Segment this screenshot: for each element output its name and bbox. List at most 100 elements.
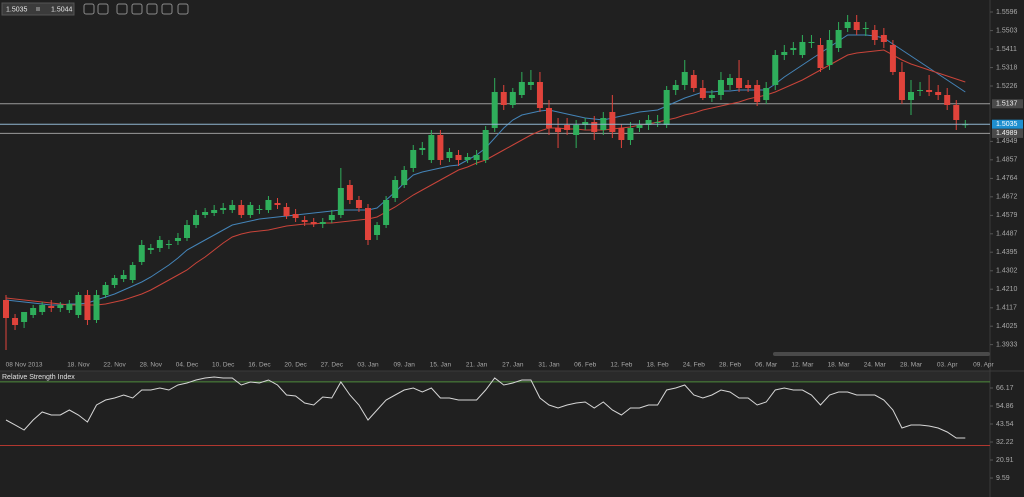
x-tick-label: 20. Dec [284,362,307,369]
candle-body [690,75,697,88]
y-tick-label: 1.5226 [996,83,1018,90]
candle-body [564,125,571,130]
candle-body [898,72,905,100]
draw-button[interactable] [177,3,189,15]
indicator-line [5,376,966,439]
candle-body [573,125,580,135]
y-tick-label: 1.4764 [996,175,1018,182]
candle-body [663,90,670,125]
scrollbar[interactable] [773,352,990,356]
x-tick-label: 09. Apr [973,362,994,369]
templates-button[interactable] [161,3,173,15]
x-tick-label: 16. Dec [248,362,271,369]
x-tick-label: 15. Jan [430,362,452,369]
x-tick-label: 12. Mar [791,362,814,369]
candle-body [871,30,878,40]
x-tick-label: 24. Mar [864,362,887,369]
candle-body [365,208,371,240]
candle-body [374,225,381,235]
x-tick-label: 12. Feb [610,362,632,369]
candle-body [546,108,552,128]
candle-body [464,157,471,160]
x-tick-label: 22. Nov [103,362,126,369]
candle-body [555,128,562,132]
candle-body [174,238,181,241]
zoom-out-button[interactable] [97,3,109,15]
bid-price: 1.5035 [6,6,28,13]
candle-body [66,304,73,310]
candle-body [383,200,390,225]
candle-body [111,278,118,285]
x-tick-label: 27. Dec [321,362,344,369]
x-tick-label: 24. Feb [683,362,705,369]
y-tick-label: 1.5503 [996,27,1018,34]
x-tick-label: 28. Feb [719,362,741,369]
candle-body [627,128,634,140]
price-level-tag [992,128,1023,138]
candle-body [826,40,833,65]
price-level-label: 1.5137 [996,101,1018,108]
y-tick-label: 1.4579 [996,212,1018,219]
candle-body [30,308,37,315]
candle-body [500,92,507,105]
candle-body [835,30,842,48]
quote-icon[interactable] [36,7,40,11]
candle-body [165,244,172,245]
y-tick-label: 1.4025 [996,323,1018,330]
price-level-label: 1.4989 [996,130,1018,137]
candle-body [518,82,525,95]
x-tick-label: 03. Apr [937,362,958,369]
candle-body [3,300,9,318]
candle-body [645,120,652,125]
candle-body [437,135,444,160]
x-tick-label: 08 Nov 2013 [6,362,43,369]
candle-body [745,85,752,88]
candle-body [21,312,28,322]
y-tick-label: 1.4857 [996,157,1018,164]
x-tick-label: 27. Jan [502,362,524,369]
indicator-title: Relative Strength Index [2,374,75,381]
candle-body [926,90,933,92]
candle-body [102,285,109,295]
y-tick-label: 1.4302 [996,268,1018,275]
candle-body [256,209,263,210]
candle-body [636,125,643,128]
indicator-header [0,371,990,382]
chart-type-button[interactable] [116,3,128,15]
candle-body [229,205,236,210]
candle-body [156,240,163,248]
price-level-tag [992,99,1023,109]
candle-body [455,155,462,160]
x-tick-label: 18. Feb [647,362,669,369]
candle-body [482,130,489,160]
y-tick-label: 9.59 [996,475,1010,482]
candle-body [310,222,317,224]
candle-body [654,122,661,123]
candle-body [220,208,227,210]
y-tick-label: 66.17 [996,385,1014,392]
candle-body [781,52,788,55]
candle-body [283,207,290,216]
candle-body [328,215,335,220]
candle-body [238,205,245,215]
candle-body [247,205,254,215]
candle-body [57,305,64,308]
settings-button[interactable] [146,3,158,15]
candle-body [672,85,679,90]
candle-body [717,80,724,95]
candle-body [817,45,824,68]
x-tick-label: 28. Nov [140,362,163,369]
candle-body [428,135,435,160]
y-tick-label: 54.86 [996,403,1014,410]
candle-body [48,306,55,308]
toolbar [83,3,189,15]
indicators-button[interactable] [131,3,143,15]
candle-body [935,92,942,95]
y-tick-label: 1.4949 [996,138,1018,145]
x-tick-label: 18. Mar [828,362,851,369]
zoom-in-button[interactable] [83,3,95,15]
x-tick-label: 31. Jan [538,362,560,369]
candle-body [410,150,417,168]
